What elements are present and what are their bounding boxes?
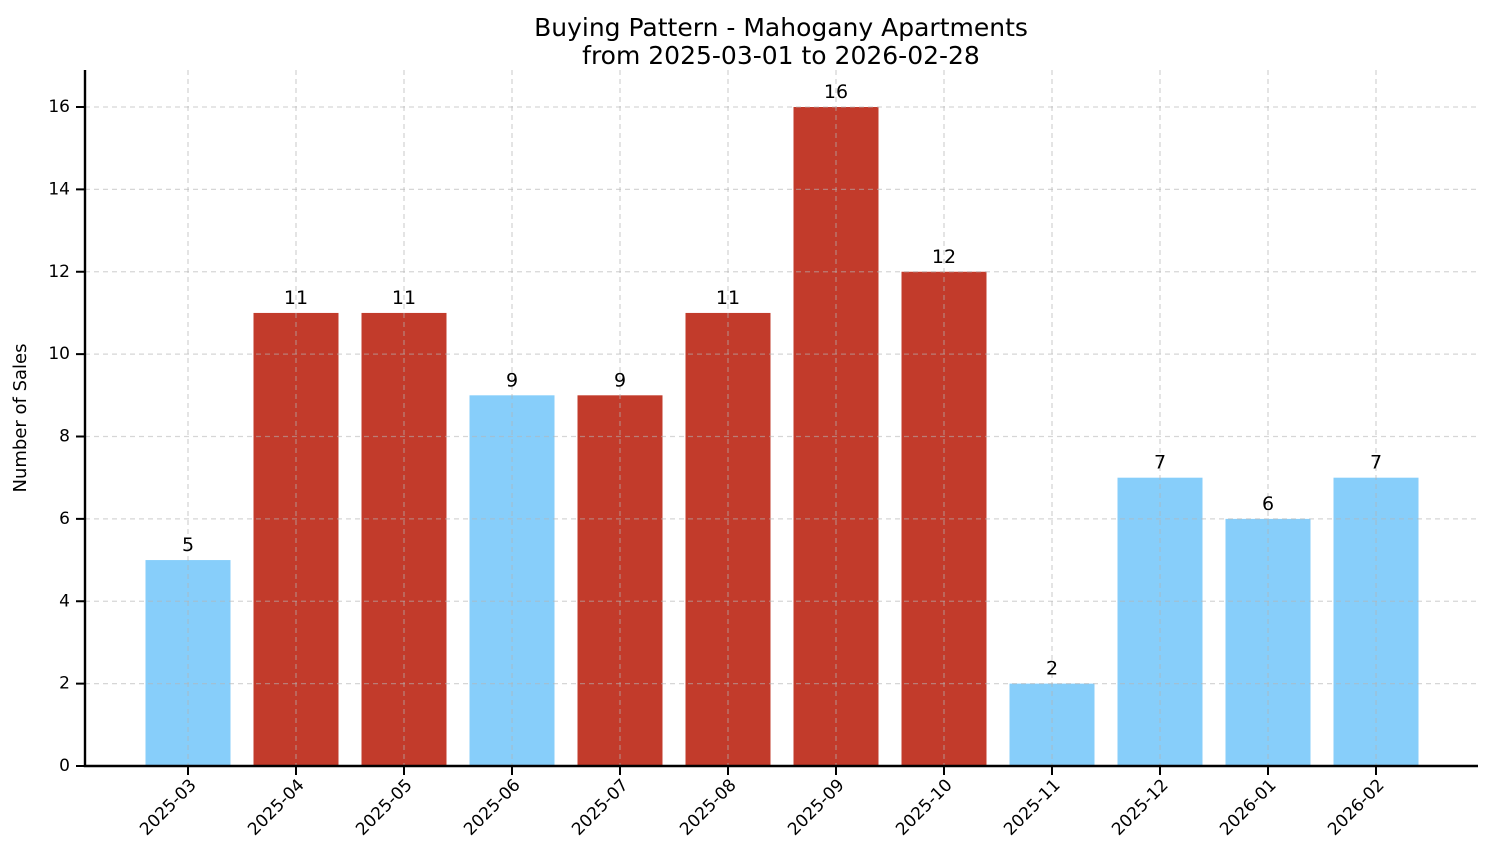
y-axis-label: Number of Sales	[10, 343, 31, 492]
bar-value-label-2025-03: 5	[182, 534, 194, 556]
y-tick-label-14: 14	[48, 179, 70, 199]
bar-value-label-2025-05: 11	[392, 287, 416, 309]
x-tick-label-2025-12: 2025-12	[1108, 775, 1172, 839]
chart-title: Buying Pattern - Mahogany Apartments	[534, 13, 1028, 42]
x-tick-label-2026-02: 2026-02	[1324, 775, 1388, 839]
bar-value-label-2025-10: 12	[932, 246, 956, 268]
x-tick-label-2025-03: 2025-03	[136, 775, 200, 839]
grid-layer	[85, 70, 1478, 766]
x-tick-label-2025-04: 2025-04	[244, 775, 308, 839]
y-tick-label-16: 16	[48, 97, 70, 117]
bar-value-label-2025-08: 11	[716, 287, 740, 309]
y-tick-label-8: 8	[59, 427, 70, 447]
bar-value-label-2025-07: 9	[614, 369, 626, 391]
axes-layer	[76, 70, 1478, 775]
bar-value-label-2025-04: 11	[284, 287, 308, 309]
y-tick-label-2: 2	[59, 674, 70, 694]
y-tick-label-10: 10	[48, 344, 70, 364]
bar-value-label-2026-01: 6	[1262, 493, 1274, 515]
x-tick-label-2025-09: 2025-09	[784, 775, 848, 839]
x-tick-label-2025-11: 2025-11	[1000, 775, 1064, 839]
bar-2025-03	[145, 560, 231, 766]
bar-2025-11	[1009, 683, 1095, 766]
x-tick-label-2025-07: 2025-07	[568, 775, 632, 839]
x-tick-label-2026-01: 2026-01	[1216, 775, 1280, 839]
x-tick-label-2025-05: 2025-05	[352, 775, 416, 839]
x-tick-label-2025-08: 2025-08	[676, 775, 740, 839]
y-tick-label-6: 6	[59, 509, 70, 529]
bar-value-label-2026-02: 7	[1370, 452, 1382, 474]
bar-value-label-2025-12: 7	[1154, 452, 1166, 474]
bar-value-label-2025-11: 2	[1046, 658, 1058, 680]
y-tick-label-4: 4	[59, 591, 70, 611]
bar-value-label-2025-09: 16	[824, 81, 848, 103]
x-tick-label-2025-06: 2025-06	[460, 775, 524, 839]
bar-value-label-2025-06: 9	[506, 369, 518, 391]
y-tick-label-12: 12	[48, 262, 70, 282]
y-tick-label-0: 0	[59, 756, 70, 776]
chart-subtitle: from 2025-03-01 to 2026-02-28	[582, 41, 980, 70]
x-tick-label-2025-10: 2025-10	[892, 775, 956, 839]
